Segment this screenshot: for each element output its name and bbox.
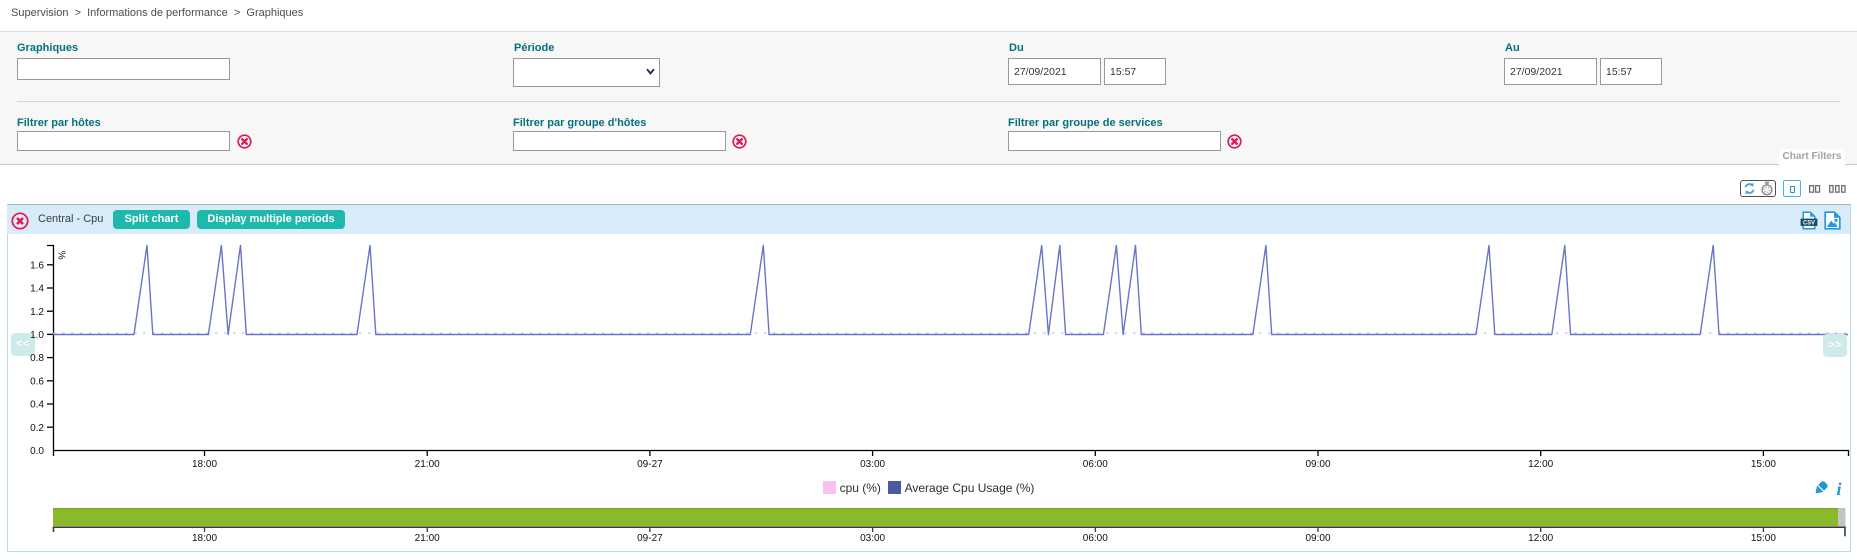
svg-text:i: i (1836, 479, 1841, 498)
svg-text:CSV: CSV (1803, 220, 1815, 226)
